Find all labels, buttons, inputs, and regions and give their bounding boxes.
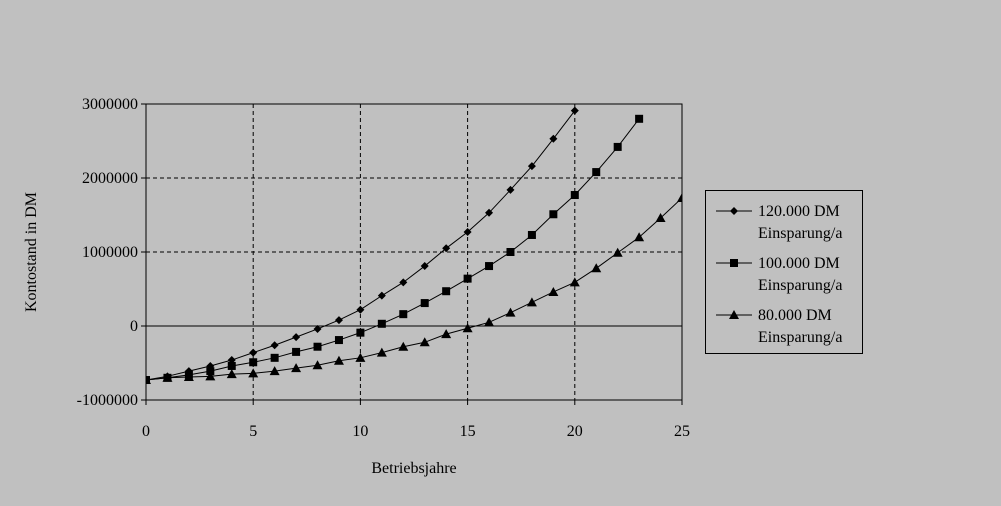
marker [548, 286, 559, 296]
marker [505, 307, 516, 317]
legend-symbol [716, 259, 752, 267]
marker [612, 247, 623, 257]
marker [313, 324, 322, 333]
marker [334, 316, 343, 325]
marker [419, 337, 430, 347]
marker [655, 212, 666, 222]
marker [377, 319, 386, 328]
marker [226, 369, 237, 379]
marker [441, 329, 452, 339]
marker [549, 210, 558, 219]
marker [313, 342, 322, 351]
marker [506, 185, 515, 194]
y-tick-label: 0 [130, 318, 138, 335]
marker [613, 142, 622, 151]
marker [592, 168, 601, 177]
marker [442, 287, 451, 296]
marker [730, 259, 738, 267]
x-tick-label: 5 [249, 423, 257, 440]
marker [399, 310, 408, 319]
legend-item: 80.000 DM Einsparung/a [706, 301, 864, 351]
y-tick-label: 3000000 [82, 96, 138, 113]
marker [248, 368, 259, 378]
x-axis-label: Betriebsjahre [371, 460, 456, 477]
marker [356, 305, 365, 314]
marker [333, 355, 344, 365]
marker [162, 372, 173, 382]
marker [569, 277, 580, 287]
x-tick-label: 0 [142, 423, 150, 440]
marker [527, 162, 536, 171]
plot-series [146, 106, 682, 385]
marker [398, 341, 409, 351]
marker [462, 323, 473, 333]
marker [485, 262, 494, 271]
marker [506, 248, 515, 256]
marker [270, 353, 279, 362]
marker [463, 274, 472, 283]
marker [270, 341, 279, 350]
marker [526, 297, 537, 307]
marker [292, 333, 301, 342]
legend-label: 80.000 DM Einsparung/a [758, 307, 843, 346]
marker [420, 299, 429, 308]
legend-item: 100.000 DM Einsparung/a [706, 249, 864, 299]
marker [730, 207, 738, 215]
marker [570, 191, 579, 200]
marker [146, 375, 151, 385]
y-tick-label: -1000000 [77, 392, 138, 409]
marker [527, 230, 536, 239]
marker [570, 106, 579, 115]
legend-symbol [716, 310, 752, 319]
marker [591, 263, 602, 273]
marker [291, 363, 302, 373]
marker [227, 361, 236, 370]
legend-symbol [716, 207, 752, 215]
marker [463, 228, 472, 237]
marker [376, 347, 387, 357]
marker [269, 366, 280, 376]
marker [420, 262, 429, 271]
x-tick-label: 25 [674, 423, 690, 440]
marker [484, 317, 495, 327]
marker [292, 347, 301, 356]
legend: 120.000 DM Einsparung/a 100.000 DM Einspa… [705, 190, 863, 354]
marker [312, 360, 323, 370]
y-tick-label: 2000000 [82, 170, 138, 187]
marker [334, 336, 343, 345]
marker [399, 278, 408, 287]
marker [677, 192, 682, 202]
x-tick-label: 15 [460, 423, 476, 440]
marker [634, 232, 645, 242]
x-tick-label: 20 [567, 423, 583, 440]
marker [205, 371, 216, 381]
marker [356, 328, 365, 337]
marker [377, 291, 386, 300]
y-axis-label: Kontostand in DM [23, 192, 40, 312]
marker [206, 367, 215, 376]
x-tick-label: 10 [352, 423, 368, 440]
marker [635, 114, 644, 123]
marker [729, 310, 739, 319]
marker [485, 208, 494, 217]
marker [355, 352, 366, 362]
marker [249, 358, 258, 367]
marker [183, 372, 194, 382]
marker [249, 348, 258, 357]
y-tick-label: 1000000 [82, 244, 138, 261]
legend-item: 120.000 DM Einsparung/a [706, 197, 864, 247]
legend-label: 100.000 DM Einsparung/a [758, 255, 843, 294]
marker [549, 134, 558, 143]
marker [442, 244, 451, 253]
legend-label: 120.000 DM Einsparung/a [758, 203, 843, 242]
